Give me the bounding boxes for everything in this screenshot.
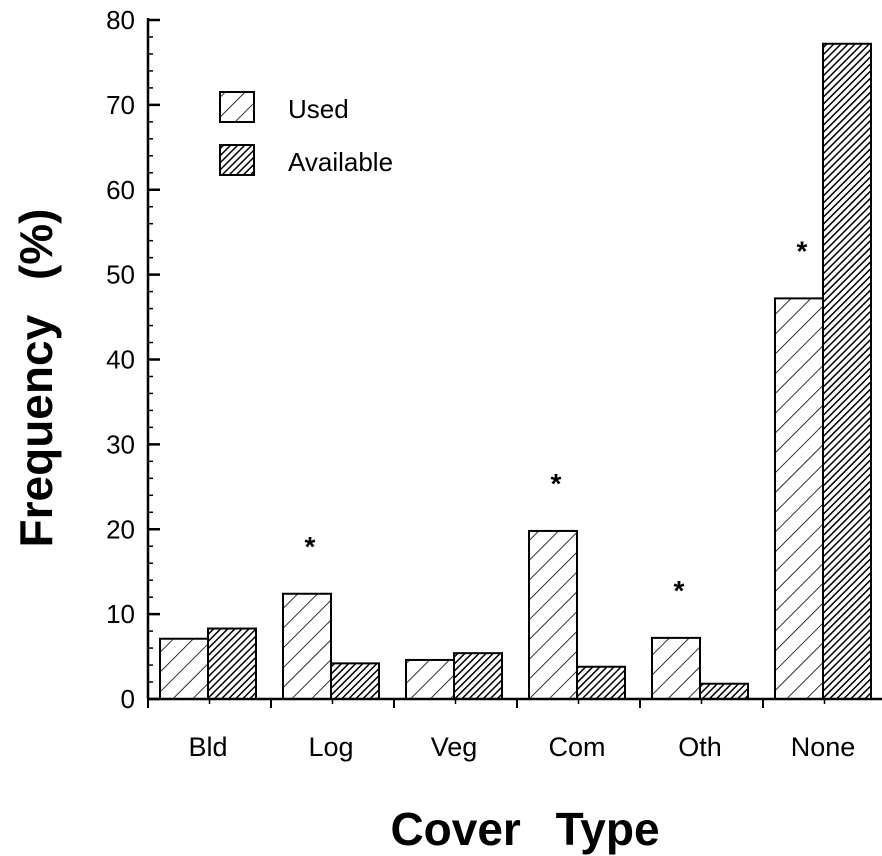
bar-available-oth bbox=[699, 682, 749, 700]
y-tick-label: 30 bbox=[106, 429, 135, 459]
y-axis-title: Frequency (%) bbox=[10, 209, 62, 548]
bar-available-none bbox=[822, 42, 872, 700]
significance-star: * bbox=[551, 468, 562, 499]
x-tick-label: Com bbox=[548, 732, 605, 762]
bar-used-bld bbox=[159, 637, 209, 701]
legend-label-used: Used bbox=[288, 94, 349, 124]
bar-used-oth bbox=[651, 636, 701, 701]
y-tick-label: 50 bbox=[106, 260, 135, 290]
bar-used-log bbox=[282, 592, 332, 701]
x-tick-label: None bbox=[791, 732, 856, 762]
legend-swatch-used bbox=[219, 91, 255, 123]
y-tick-label: 10 bbox=[106, 599, 135, 629]
y-tick-label: 80 bbox=[106, 5, 135, 35]
y-tick-label: 40 bbox=[106, 345, 135, 375]
legend-label-available: Available bbox=[288, 147, 393, 177]
x-tick-label: Veg bbox=[431, 732, 478, 762]
significance-star: * bbox=[797, 235, 808, 266]
bar-available-com bbox=[576, 665, 626, 700]
significance-star: * bbox=[674, 575, 685, 606]
x-tick-label: Bld bbox=[188, 732, 227, 762]
x-axis-ticks: Bld Log Veg Com Oth None bbox=[147, 699, 856, 762]
bar-available-log bbox=[330, 662, 380, 700]
x-tick-label: Oth bbox=[678, 732, 722, 762]
y-tick-label: 60 bbox=[106, 175, 135, 205]
bar-used-veg bbox=[405, 658, 455, 701]
y-axis-ticks: 0 10 20 30 40 50 60 70 80 bbox=[106, 5, 160, 714]
x-tick-label: Log bbox=[308, 732, 353, 762]
significance-markers: * * * * bbox=[305, 235, 808, 606]
significance-star: * bbox=[305, 531, 316, 562]
legend: Used Available bbox=[219, 91, 393, 177]
y-tick-label: 20 bbox=[106, 514, 135, 544]
bar-used-none bbox=[774, 297, 824, 700]
legend-swatch-available bbox=[219, 144, 255, 176]
x-axis-title: Cover Type bbox=[390, 803, 659, 855]
bar-available-bld bbox=[207, 627, 257, 701]
y-tick-label: 70 bbox=[106, 90, 135, 120]
legend-item-used: Used bbox=[219, 91, 349, 124]
bar-available-veg bbox=[453, 652, 503, 700]
legend-item-available: Available bbox=[219, 144, 393, 177]
y-tick-label: 0 bbox=[121, 684, 135, 714]
bar-used-com bbox=[528, 529, 578, 701]
bars-group bbox=[159, 42, 872, 701]
